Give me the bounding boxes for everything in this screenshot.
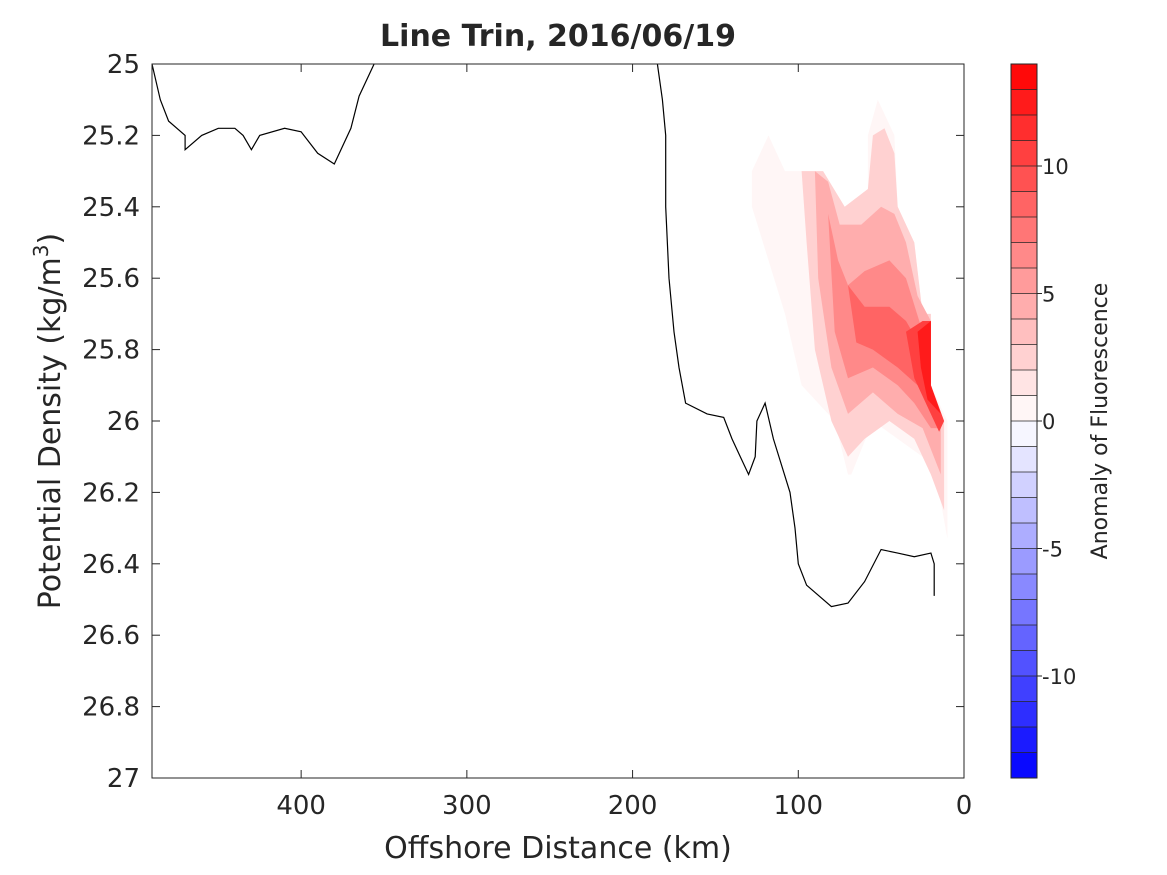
y-axis-label: Potential Density (kg/m3): [29, 233, 68, 609]
colorbar-swatch: [1011, 395, 1037, 421]
colorbar-swatch: [1011, 650, 1037, 676]
colorbar-swatch: [1011, 370, 1037, 396]
zero-contour-layer: [152, 64, 935, 608]
zero-contour-line-2: [656, 64, 935, 608]
colorbar-swatch: [1011, 727, 1037, 753]
colorbar-swatch: [1011, 523, 1037, 549]
colorbar-tick-label: 0: [1042, 410, 1055, 434]
colorbar-tick-label: 5: [1042, 283, 1055, 307]
y-tick-label: 25: [107, 50, 140, 80]
x-tick-label: 400: [276, 791, 326, 821]
x-tick-label: 100: [773, 791, 823, 821]
colorbar-swatch: [1011, 268, 1037, 294]
y-tick-label: 26: [107, 407, 140, 437]
colorbar-swatch: [1011, 191, 1037, 217]
colorbar-label: Anomaly of Fluorescence: [1088, 283, 1113, 560]
colorbar-swatch: [1011, 64, 1037, 90]
y-tick-label: 26.4: [82, 550, 140, 580]
colorbar-swatch: [1011, 293, 1037, 319]
colorbar-swatch: [1011, 574, 1037, 600]
x-axis-ticks: 400 300 200 100 0: [276, 64, 972, 821]
colorbar-swatch: [1011, 421, 1037, 447]
x-tick-label: 0: [956, 791, 973, 821]
colorbar-tick-label: -10: [1042, 665, 1076, 689]
colorbar-swatch: [1011, 242, 1037, 268]
zero-contour-line-1: [152, 64, 375, 165]
colorbar-swatch: [1011, 344, 1037, 370]
x-axis-label: Offshore Distance (km): [384, 831, 732, 866]
y-tick-label: 25.2: [82, 121, 140, 151]
colorbar-swatch: [1011, 89, 1037, 115]
colorbar-tick-label: -5: [1042, 538, 1063, 562]
colorbar-swatch: [1011, 676, 1037, 702]
zero-contour-line-3: [778, 64, 780, 65]
colorbar-swatch: [1011, 472, 1037, 498]
colorbar-swatch: [1011, 625, 1037, 651]
colorbar-swatch: [1011, 599, 1037, 625]
colorbar-swatch: [1011, 446, 1037, 472]
colorbar-tick-label: 10: [1042, 155, 1069, 179]
x-tick-label: 200: [608, 791, 658, 821]
colorbar-swatch: [1011, 497, 1037, 523]
x-tick-label: 300: [442, 791, 492, 821]
colorbar: [1011, 64, 1037, 778]
y-tick-label: 25.8: [82, 336, 140, 366]
colorbar-swatch: [1011, 115, 1037, 141]
colorbar-swatch: [1011, 319, 1037, 345]
colorbar-swatch: [1011, 548, 1037, 574]
y-axis-label-close: ): [33, 233, 68, 245]
colorbar-swatch: [1011, 166, 1037, 192]
y-tick-label: 26.6: [82, 621, 140, 651]
y-tick-label: 25.6: [82, 264, 140, 294]
y-axis-ticks: 25 25.2 25.4 25.6 25.8 26 26.2 26.4 26.6 26.8 27: [82, 50, 964, 794]
y-tick-label: 26.2: [82, 478, 140, 508]
anomaly-region-5: [848, 285, 931, 396]
anomaly-region-7: [917, 321, 941, 414]
colorbar-swatch: [1011, 217, 1037, 243]
colorbar-ticks: 10 5 0 -5 -10: [1037, 155, 1076, 689]
y-tick-label: 27: [107, 764, 140, 794]
y-axis-label-superscript: 3: [29, 244, 53, 257]
colorbar-swatch: [1011, 701, 1037, 727]
y-tick-label: 26.8: [82, 693, 140, 723]
chart-title: Line Trin, 2016/06/19: [380, 19, 736, 54]
y-axis-label-main: Potential Density (kg/m: [33, 257, 68, 609]
y-tick-label: 25.4: [82, 193, 140, 223]
colorbar-swatch: [1011, 752, 1037, 778]
colorbar-swatch: [1011, 140, 1037, 166]
anomaly-fill-layer: [751, 99, 948, 539]
